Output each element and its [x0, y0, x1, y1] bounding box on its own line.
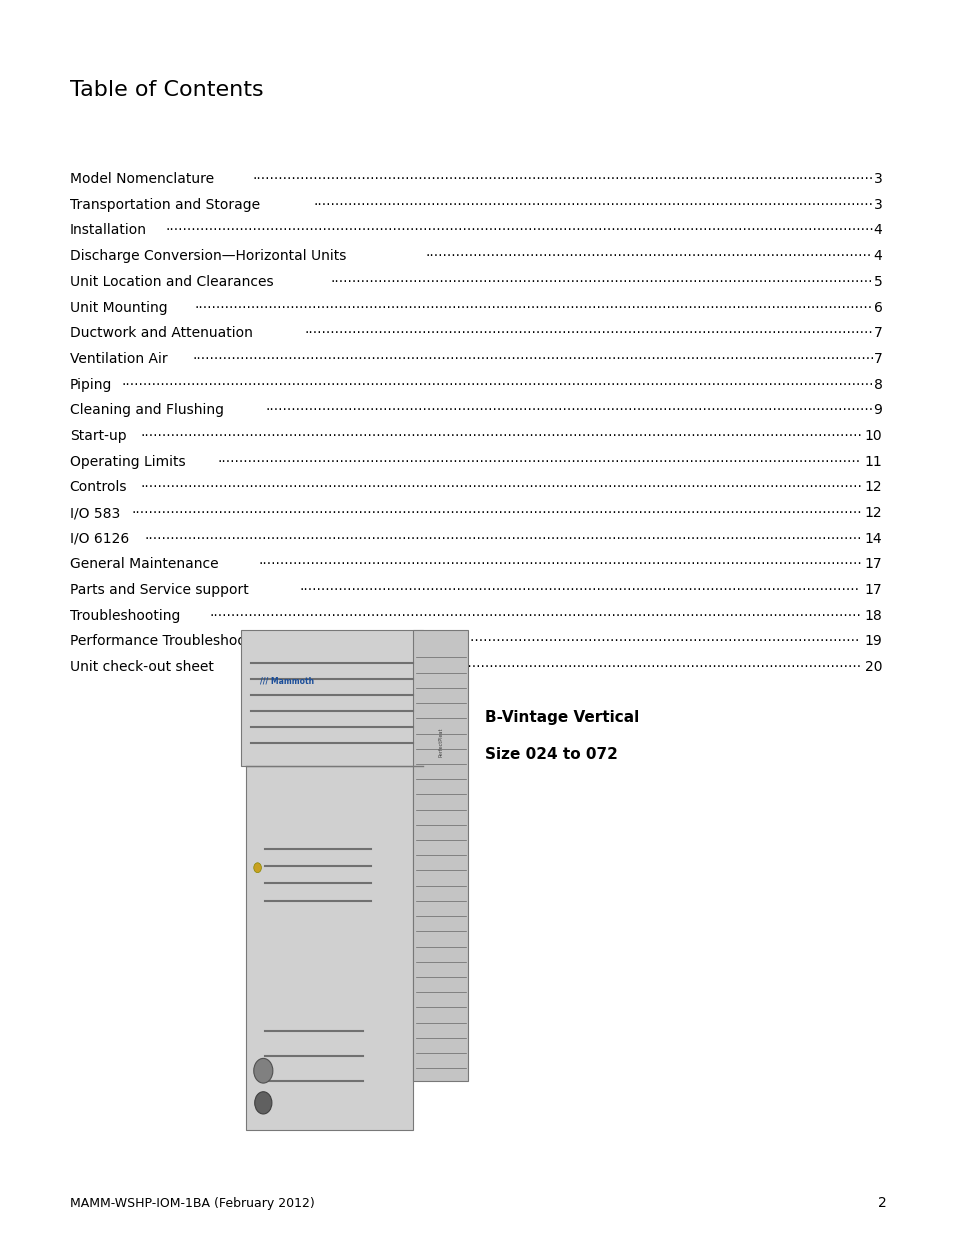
- Text: 12: 12: [864, 506, 882, 520]
- Bar: [246, 766, 413, 1130]
- Bar: [413, 630, 468, 1081]
- Text: ················································································: ········································…: [140, 429, 862, 443]
- Text: Start-up: Start-up: [70, 429, 126, 443]
- Text: PerfectPleat: PerfectPleat: [437, 727, 443, 757]
- Text: Unit Mounting: Unit Mounting: [70, 300, 167, 315]
- Text: 2: 2: [878, 1197, 886, 1210]
- Text: Ductwork and Attenuation: Ductwork and Attenuation: [70, 326, 253, 340]
- Text: 7: 7: [873, 326, 882, 340]
- Text: General Maintenance: General Maintenance: [70, 557, 218, 572]
- Text: I/O 583: I/O 583: [70, 506, 120, 520]
- Circle shape: [254, 1092, 272, 1114]
- Text: ················································································: ········································…: [313, 198, 872, 211]
- Text: Controls: Controls: [70, 480, 127, 494]
- Text: ················································································: ········································…: [258, 557, 862, 572]
- Text: ················································································: ········································…: [299, 583, 859, 597]
- Text: 4: 4: [873, 224, 882, 237]
- Text: MAMM-WSHP-IOM-1BA (February 2012): MAMM-WSHP-IOM-1BA (February 2012): [70, 1197, 314, 1210]
- Text: ················································································: ········································…: [330, 275, 872, 289]
- Text: 11: 11: [863, 454, 882, 468]
- Text: I/O 6126: I/O 6126: [70, 532, 129, 546]
- Text: Performance Troubleshooting: Performance Troubleshooting: [70, 635, 273, 648]
- Text: 7: 7: [873, 352, 882, 366]
- Text: 4: 4: [873, 249, 882, 263]
- Text: Installation: Installation: [70, 224, 147, 237]
- Text: B-Vintage Vertical: B-Vintage Vertical: [484, 710, 639, 725]
- Text: Troubleshooting: Troubleshooting: [70, 609, 180, 622]
- Text: ················································································: ········································…: [304, 326, 872, 340]
- Text: Cleaning and Flushing: Cleaning and Flushing: [70, 404, 223, 417]
- Text: 18: 18: [863, 609, 882, 622]
- Circle shape: [253, 1058, 273, 1083]
- Text: Discharge Conversion—Horizontal Units: Discharge Conversion—Horizontal Units: [70, 249, 346, 263]
- Text: 3: 3: [873, 172, 882, 186]
- Text: ················································································: ········································…: [210, 609, 861, 622]
- Text: Operating Limits: Operating Limits: [70, 454, 185, 468]
- Text: ················································································: ········································…: [121, 378, 873, 391]
- Text: 14: 14: [864, 532, 882, 546]
- Text: Transportation and Storage: Transportation and Storage: [70, 198, 259, 211]
- Text: 17: 17: [864, 583, 882, 597]
- Text: ················································································: ········································…: [141, 480, 862, 494]
- Text: Model Nomenclature: Model Nomenclature: [70, 172, 213, 186]
- Text: /// Mammoth: /// Mammoth: [260, 677, 314, 685]
- Text: 8: 8: [873, 378, 882, 391]
- Text: Unit Location and Clearances: Unit Location and Clearances: [70, 275, 273, 289]
- Text: 19: 19: [863, 635, 882, 648]
- Text: ················································································: ········································…: [425, 249, 871, 263]
- Text: Table of Contents: Table of Contents: [70, 80, 263, 100]
- Bar: [422, 642, 465, 753]
- Text: Parts and Service support: Parts and Service support: [70, 583, 248, 597]
- Text: 17: 17: [864, 557, 882, 572]
- Text: 3: 3: [873, 198, 882, 211]
- Bar: [241, 630, 422, 766]
- Text: ················································································: ········································…: [192, 352, 874, 366]
- Circle shape: [253, 863, 261, 873]
- Text: ················································································: ········································…: [166, 224, 874, 237]
- Text: 12: 12: [864, 480, 882, 494]
- Text: 20: 20: [864, 661, 882, 674]
- Text: 5: 5: [873, 275, 882, 289]
- Text: ················································································: ········································…: [331, 635, 860, 648]
- Text: 6: 6: [873, 300, 882, 315]
- Text: ················································································: ········································…: [265, 404, 873, 417]
- Text: ················································································: ········································…: [217, 454, 860, 468]
- Text: ················································································: ········································…: [253, 661, 861, 674]
- Text: Ventilation Air: Ventilation Air: [70, 352, 167, 366]
- Text: 10: 10: [864, 429, 882, 443]
- Text: ················································································: ········································…: [253, 172, 873, 186]
- Text: Piping: Piping: [70, 378, 112, 391]
- Text: ················································································: ········································…: [132, 506, 862, 520]
- Text: ················································································: ········································…: [144, 532, 861, 546]
- Text: 9: 9: [873, 404, 882, 417]
- Text: Unit check-out sheet: Unit check-out sheet: [70, 661, 213, 674]
- Text: ················································································: ········································…: [194, 300, 871, 315]
- Text: Size 024 to 072: Size 024 to 072: [484, 747, 617, 762]
